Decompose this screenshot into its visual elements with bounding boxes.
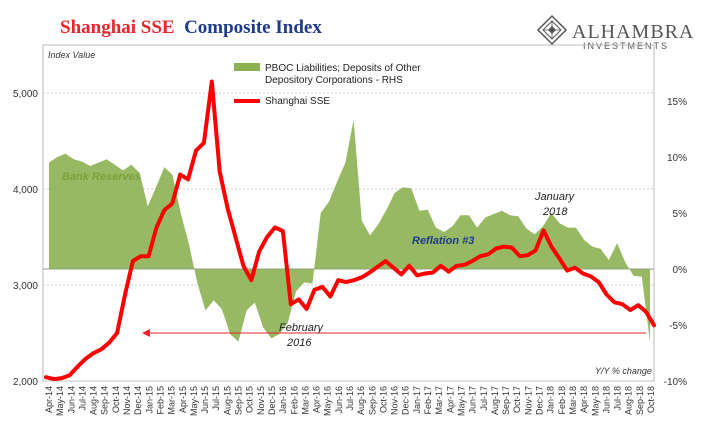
x-tick-label: Mar-15 xyxy=(167,386,177,415)
left-tick-label: 4,000 xyxy=(13,185,38,196)
chart-title: Shanghai SSE Composite Index xyxy=(60,17,322,38)
x-axis-ticks: Apr-14 May-14 Jun-14 Jul-14 Aug-14 Sep-14 Oct-… xyxy=(44,386,656,416)
x-tick-label: May-14 xyxy=(55,386,65,416)
legend: PBOC Liabilities; Deposits of Other Depo… xyxy=(234,63,421,107)
x-tick-label: Jul-17 xyxy=(479,386,489,411)
x-tick-label: Aug-17 xyxy=(490,386,500,415)
right-tick-label: 15% xyxy=(667,97,687,108)
logo-name: ALHAMBRA xyxy=(572,21,694,43)
x-tick-label: Oct-18 xyxy=(646,386,656,413)
x-tick-label: Jan-18 xyxy=(546,386,556,414)
annotation-january: January xyxy=(534,191,576,203)
annotation-reflation: Reflation #3 xyxy=(412,235,474,247)
legend-label-reserves-line1: PBOC Liabilities; Deposits of Other xyxy=(265,63,421,74)
annotation-february: February xyxy=(279,322,325,334)
x-tick-label: Oct-15 xyxy=(245,386,255,413)
x-tick-label: Jun-14 xyxy=(66,386,76,414)
x-tick-label: Apr-16 xyxy=(312,386,322,413)
x-tick-label: Aug-15 xyxy=(222,386,232,415)
x-tick-label: May-17 xyxy=(457,386,467,416)
x-tick-label: Aug-16 xyxy=(356,386,366,415)
x-tick-label: Jun-15 xyxy=(200,386,210,414)
x-tick-label: Jul-16 xyxy=(345,386,355,411)
x-tick-label: Apr-14 xyxy=(44,386,54,413)
reserves-area xyxy=(49,120,650,342)
right-tick-label: 5% xyxy=(673,209,688,220)
right-tick-label: 0% xyxy=(673,265,688,276)
left-tick-label: 5,000 xyxy=(13,89,38,100)
x-tick-label: Jun-18 xyxy=(601,386,611,414)
chart-title-part1: Shanghai SSE xyxy=(60,17,175,38)
left-axis-ticks: 2,000 3,000 4,000 5,000 xyxy=(13,89,38,388)
sse-line-layer xyxy=(44,79,656,382)
x-tick-label: Sep-17 xyxy=(501,386,511,415)
x-tick-label: Feb-17 xyxy=(423,386,433,415)
x-tick-label: Dec-15 xyxy=(267,386,277,415)
x-tick-label: Jan-15 xyxy=(144,386,154,414)
right-tick-label: 10% xyxy=(667,153,687,164)
x-tick-label: Apr-15 xyxy=(178,386,188,413)
x-tick-label: Mar-16 xyxy=(300,386,310,415)
x-tick-label: Nov-16 xyxy=(390,386,400,415)
x-tick-label: Jul-18 xyxy=(613,386,623,411)
x-tick-label: Oct-16 xyxy=(378,386,388,413)
annotation-2018: 2018 xyxy=(542,206,568,218)
x-tick-label: Dec-16 xyxy=(401,386,411,415)
x-tick-label: Feb-15 xyxy=(156,386,166,415)
x-tick-label: Sep-16 xyxy=(367,386,377,415)
left-tick-label: 2,000 xyxy=(13,377,38,388)
x-tick-label: May-16 xyxy=(323,386,333,416)
x-tick-label: Jul-14 xyxy=(77,386,87,411)
right-tick-label: -5% xyxy=(669,321,687,332)
x-tick-label: May-15 xyxy=(189,386,199,416)
x-tick-label: Apr-17 xyxy=(445,386,455,413)
left-tick-label: 3,000 xyxy=(13,281,38,292)
x-tick-label: Apr-18 xyxy=(579,386,589,413)
x-tick-label: Nov-14 xyxy=(122,386,132,415)
reserves-area-layer xyxy=(49,120,650,342)
x-tick-label: Jun-17 xyxy=(468,386,478,414)
x-tick-label: Sep-18 xyxy=(635,386,645,415)
x-tick-label: Mar-18 xyxy=(568,386,578,415)
x-tick-label: Aug-14 xyxy=(89,386,99,415)
legend-label-sse: Shanghai SSE xyxy=(265,96,330,107)
reference-arrow-layer xyxy=(142,329,646,337)
legend-label-reserves-line2: Depository Corporations - RHS xyxy=(265,75,403,86)
chart-title-part2: Composite Index xyxy=(184,17,322,38)
legend-swatch-reserves xyxy=(234,63,260,71)
x-tick-label: Mar-17 xyxy=(434,386,444,415)
x-tick-label: Feb-18 xyxy=(557,386,567,415)
x-tick-label: Oct-17 xyxy=(512,386,522,413)
x-tick-label: Jan-17 xyxy=(412,386,422,414)
x-tick-label: Jan-16 xyxy=(278,386,288,414)
x-tick-label: Jun-16 xyxy=(334,386,344,414)
right-axis-ticks: -10% -5% 0% 5% 10% 15% xyxy=(664,97,687,388)
sse-line xyxy=(44,79,656,382)
x-tick-label: Sep-15 xyxy=(234,386,244,415)
alhambra-diamond-logo-icon xyxy=(536,14,568,46)
x-tick-label: Dec-14 xyxy=(133,386,143,415)
x-tick-label: Nov-15 xyxy=(256,386,266,415)
reference-arrowhead xyxy=(142,329,150,337)
right-tick-label: -10% xyxy=(664,377,687,388)
x-tick-label: Dec-17 xyxy=(535,386,545,415)
x-tick-label: Jul-15 xyxy=(211,386,221,411)
left-axis-label: Index Value xyxy=(48,50,95,60)
x-tick-label: Oct-14 xyxy=(111,386,121,413)
annotation-2016: 2016 xyxy=(286,337,312,349)
x-tick-label: Nov-17 xyxy=(523,386,533,415)
x-tick-label: Feb-16 xyxy=(289,386,299,415)
annotation-bank-reserves: Bank Reserves xyxy=(62,171,141,183)
x-tick-label: May-18 xyxy=(590,386,600,416)
logo-subtitle: INVESTMENTS xyxy=(583,41,669,51)
right-axis-label: Y/Y % change xyxy=(595,366,652,376)
x-tick-label: Sep-14 xyxy=(100,386,110,415)
x-tick-label: Aug-18 xyxy=(624,386,634,415)
